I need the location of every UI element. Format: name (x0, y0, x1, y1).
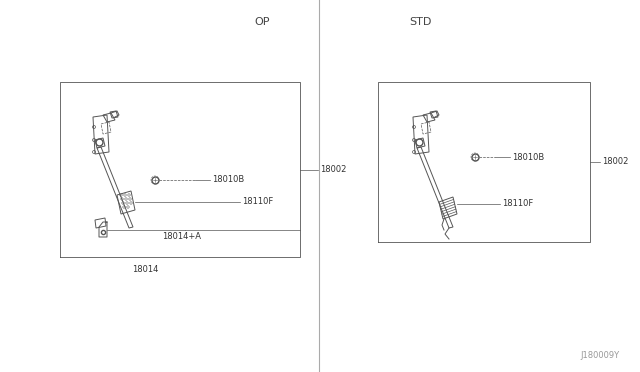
Text: J180009Y: J180009Y (581, 351, 620, 360)
Text: 18010B: 18010B (512, 153, 544, 161)
Text: OP: OP (254, 17, 269, 27)
Text: 18010B: 18010B (212, 176, 244, 185)
Text: 18002: 18002 (320, 165, 346, 174)
Text: 18110F: 18110F (242, 198, 273, 206)
Text: 18014+A: 18014+A (162, 232, 201, 241)
Text: 18002: 18002 (602, 157, 628, 167)
Text: 18014: 18014 (132, 265, 158, 274)
Text: 18110F: 18110F (502, 199, 533, 208)
Text: STD: STD (409, 17, 431, 27)
